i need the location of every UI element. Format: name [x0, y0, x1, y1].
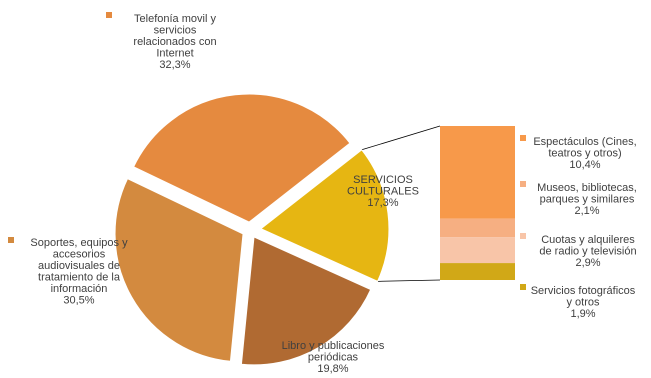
- label-soportes: Soportes, equipos y accesorios audiovisual…: [30, 237, 128, 307]
- pie-slices: [114, 93, 390, 366]
- legend-key-fotograficos: [520, 284, 526, 290]
- bar-segments: [440, 126, 515, 280]
- bar-segment-fotograficos: [440, 263, 515, 280]
- connector-lines: [361, 125, 441, 282]
- legend-key-soportes: [8, 237, 14, 243]
- legend-key-museos: [520, 181, 526, 187]
- label-fotograficos: Servicios fotográficos y otros 1,9%: [531, 285, 636, 320]
- data-labels: Telefonía movil y servicios relacionados c…: [8, 12, 637, 375]
- legend-key-telefonia: [106, 12, 112, 18]
- legend-key-libro: [274, 339, 280, 345]
- label-telefonia: Telefonía movil y servicios relacionados c…: [133, 13, 216, 71]
- label-espectaculos: Espectáculos (Cines, teatros y otros) 10,4…: [533, 136, 636, 171]
- bar-segment-cuotas: [440, 237, 515, 264]
- pie-slice-telefonia: [132, 93, 351, 223]
- legend-key-cuotas: [520, 233, 526, 239]
- pie-slice-libro: [240, 236, 372, 366]
- label-servicios-culturales: SERVICIOS CULTURALES 17,3%: [347, 174, 419, 209]
- bar-segment-espectaculos: [440, 126, 515, 219]
- bar-segment-museos: [440, 218, 515, 238]
- legend-key-espectaculos: [520, 135, 526, 141]
- connector-line-top: [361, 125, 441, 151]
- connector-line-bottom: [377, 279, 441, 282]
- label-libro: Libro y publicaciones periódicas 19,8%: [282, 340, 385, 375]
- label-museos: Museos, bibliotecas, parques y similares 2…: [537, 182, 637, 217]
- label-cuotas: Cuotas y alquileres de radio y televisión…: [539, 234, 636, 269]
- pie-slice-servicios-culturales: [259, 149, 390, 283]
- pie-slice-soportes: [114, 178, 244, 362]
